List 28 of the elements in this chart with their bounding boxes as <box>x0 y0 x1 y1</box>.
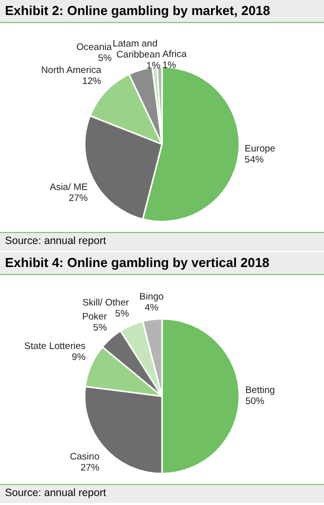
slice-label: Poker <box>82 312 107 323</box>
slice-label: Africa <box>162 48 188 60</box>
slice-label: State Lotteries <box>24 341 86 352</box>
slice-label: Skill/ Other <box>82 298 129 309</box>
data-label: 5% <box>115 308 130 320</box>
data-label: 1% <box>162 60 177 71</box>
slice-label: Latam and Caribbean <box>112 38 160 60</box>
data-label: 5% <box>93 322 108 334</box>
data-label: 5% <box>98 53 112 64</box>
data-label: 9% <box>72 352 86 364</box>
source-note: Source: annual report <box>0 232 324 251</box>
slice-label: Asia/ ME <box>50 182 88 194</box>
data-label: 12% <box>82 76 102 88</box>
chart-title: Exhibit 4: Online gambling by vertical 2018 <box>0 252 324 275</box>
data-label: 4% <box>144 302 159 314</box>
slice-label: North America <box>41 65 102 76</box>
slice-label: Oceania <box>76 42 112 54</box>
source-note: Source: annual report <box>0 484 324 503</box>
data-label: 27% <box>80 462 100 474</box>
data-label: 27% <box>68 193 88 204</box>
slice-label: Casino <box>70 451 100 462</box>
slice-label: Europe <box>244 144 276 155</box>
data-label: 54% <box>244 154 264 166</box>
data-label: 50% <box>245 396 265 408</box>
data-label: 1% <box>146 60 161 72</box>
chart-title: Exhibit 2: Online gambling by market, 2018 <box>0 0 324 23</box>
slice-label: Bingo <box>139 292 164 303</box>
slice-label: Betting <box>245 385 275 396</box>
